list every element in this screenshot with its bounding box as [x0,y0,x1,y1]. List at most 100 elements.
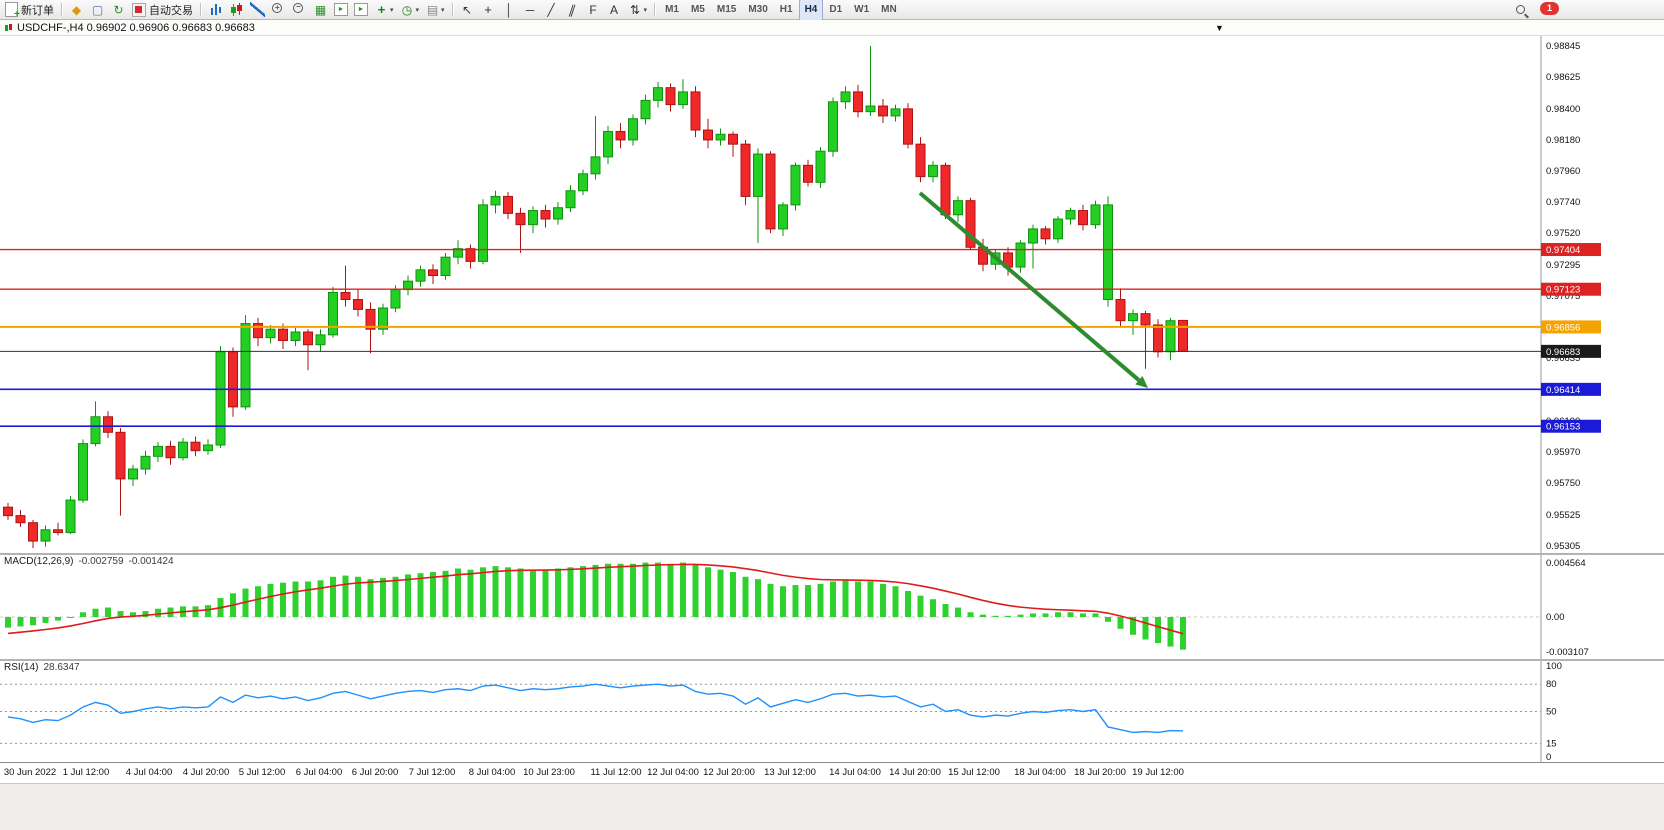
candle [253,317,263,347]
vertical-line-button[interactable]: │ [499,1,520,19]
candle-body [1140,313,1151,326]
autotrading-button[interactable]: 自动交易 [129,1,196,19]
channel-icon: ∥ [566,2,578,17]
macd-histogram-bar [780,586,786,617]
candle [865,46,876,116]
candle-body [515,212,526,226]
trend-arrow-line[interactable] [918,191,1141,382]
templates-button[interactable]: ▤ ▾ [422,1,448,19]
metaeditor-button[interactable]: ◆ [66,1,87,19]
time-label: 30 Jun 2022 [3,767,57,778]
macd-histogram-bar [292,581,299,617]
trend-arrow-head[interactable] [1135,376,1148,388]
candle-body [103,416,113,433]
candle-body [453,248,463,258]
horizontal-line-button[interactable]: ─ [520,1,541,19]
price-level-label-box [1541,243,1601,257]
zoom-in-button[interactable] [268,1,289,19]
price-level-label: 0.96153 [1546,422,1580,433]
crosshair-button[interactable]: + [478,1,499,19]
candle [490,190,501,214]
macd-histogram-bar [980,614,986,617]
channel-button[interactable]: ∥ [562,1,583,19]
cursor-button[interactable]: ↖ [457,1,478,19]
refresh-button[interactable]: ↻ [108,1,129,19]
price-chart[interactable]: 0.98845 0.98625 0.98400 0.98180 0.97960 0.977… [0,36,1664,553]
macd-histogram-bar [1105,617,1111,622]
tf-m15-button[interactable]: M15 [716,4,737,15]
search-button[interactable] [1512,2,1533,20]
macd-histogram-bar [155,608,161,617]
candle-body [1178,319,1188,352]
candle [378,303,388,335]
candle-body [665,87,676,106]
candle [728,131,738,157]
candle-body [1040,228,1051,240]
new-chart-icon: ▢ [91,2,104,17]
fibonacci-button[interactable]: F [583,1,604,19]
chart-shift-button[interactable]: ► [351,1,371,19]
candle-body [740,143,751,197]
candle [1065,207,1076,225]
indicators-button[interactable]: + ▾ [371,1,397,19]
line-chart-button[interactable] [247,1,268,19]
bar-chart-button[interactable] [205,1,226,19]
new-order-button[interactable]: 新订单 [2,1,57,20]
new-chart-button[interactable]: ▢ [87,1,108,19]
tf-m5-button[interactable]: M5 [690,4,705,15]
price-tick-label: 0.98180 [1546,135,1580,146]
candle-body [540,210,551,220]
price-level-label: 0.96856 [1546,322,1580,333]
candle-body [603,130,613,158]
notification-badge[interactable]: 1 [1540,2,1560,15]
macd-histogram-bar [455,568,461,617]
trendline-button[interactable]: ╱ [541,1,562,19]
candle [628,114,638,146]
candle-body [253,323,263,339]
macd-histogram-bar [317,580,324,617]
macd-histogram-bar [930,599,936,617]
price-level-label-box [1541,419,1601,433]
tf-mn-button[interactable]: MN [881,4,897,15]
candle-body [565,190,576,209]
candle [503,192,513,220]
tf-d1-button[interactable]: D1 [829,4,843,15]
candle [65,495,76,534]
periods-button[interactable]: ◷ ▾ [397,1,423,19]
candle-body [140,455,151,470]
arrows-button[interactable]: ⇅ ▾ [625,1,651,19]
candle-body [828,101,838,152]
candle-body [728,133,738,145]
macd-panel[interactable]: MACD(12,26,9) -0.002759 -0.001424 0.004564… [0,555,1664,659]
candle-body [390,289,401,309]
candlestick-button[interactable] [226,1,247,19]
candle [828,97,838,157]
macd-histogram-bar [1142,617,1149,640]
panel-splitter[interactable] [0,659,1664,661]
candle [778,202,788,236]
candle [153,442,163,462]
time-axis[interactable]: 30 Jun 2022 1 Jul 12:00 4 Jul 04:00 4 Jul 2… [0,762,1664,783]
tf-m1-button[interactable]: M1 [665,4,679,15]
macd-histogram-bar [742,576,749,617]
macd-histogram-bar [1017,614,1024,617]
text-button[interactable]: A [604,1,625,19]
tf-w1-button[interactable]: W1 [854,4,870,15]
chart-dropdown-arrow-icon[interactable]: ▼ [1215,23,1224,33]
candle [128,464,138,486]
tf-h4-button[interactable]: H4 [798,0,824,21]
tf-m30-button[interactable]: M30 [748,4,768,15]
candle-body [528,210,538,226]
main-chart-panel[interactable]: 0.98845 0.98625 0.98400 0.98180 0.97960 0.977… [0,36,1664,553]
macd-histogram-bar [467,569,474,617]
rsi-panel[interactable]: RSI(14) 28.6347 100 80 50 15 0 [0,661,1664,762]
candle [3,502,13,520]
price-tick-label: 0.95305 [1546,541,1580,552]
tf-h1-button[interactable]: H1 [779,4,793,15]
auto-scroll-icon: ► [334,3,348,16]
auto-scroll-button[interactable]: ► [331,1,351,19]
panel-splitter[interactable] [0,553,1664,555]
candle [953,196,963,222]
zoom-out-button[interactable] [289,1,310,19]
tile-windows-button[interactable]: ▦ [310,1,331,19]
